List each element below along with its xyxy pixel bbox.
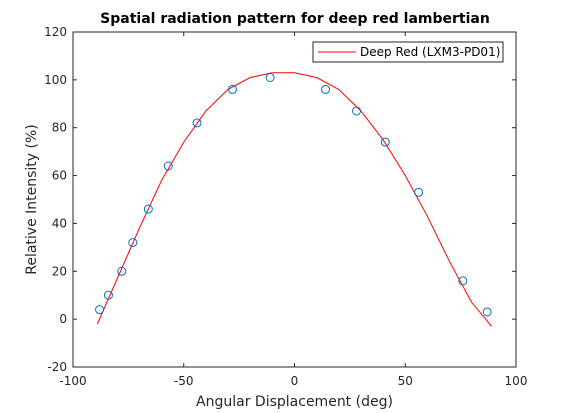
y-tick-label: 40 xyxy=(52,216,67,230)
y-tick-label: 0 xyxy=(59,312,67,326)
y-tick-label: -20 xyxy=(47,360,67,374)
data-point xyxy=(321,84,331,94)
legend-entry-deep-red: Deep Red (LXM3-PD01) xyxy=(360,45,500,59)
data-point xyxy=(265,72,275,82)
fit-line xyxy=(96,72,492,327)
data-point xyxy=(352,106,362,116)
x-tick-label: 0 xyxy=(291,374,299,388)
y-tick-label: 20 xyxy=(52,264,67,278)
data-point xyxy=(163,161,173,171)
x-tick-label: 100 xyxy=(505,374,528,388)
chart-title: Spatial radiation pattern for deep red l… xyxy=(100,11,490,27)
axis-ticks: -100 -50 0 50 100 -20 0 20 40 60 80 100 120 xyxy=(44,25,527,388)
y-tick-label: 60 xyxy=(52,169,67,183)
x-tick-label: -50 xyxy=(174,374,194,388)
data-point xyxy=(380,137,390,147)
data-point xyxy=(227,84,237,94)
data-point xyxy=(414,187,424,197)
x-tick-label: -100 xyxy=(59,374,86,388)
y-axis-label: Relative Intensity (%) xyxy=(24,124,40,275)
data-point xyxy=(192,118,202,128)
data-point xyxy=(128,238,138,248)
legend-box xyxy=(312,41,504,63)
data-point xyxy=(117,266,127,276)
x-axis-label: Angular Displacement (deg) xyxy=(196,394,393,410)
y-tick-label: 100 xyxy=(44,73,67,87)
data-point xyxy=(95,305,105,315)
x-tick-label: 50 xyxy=(398,374,413,388)
plot-area xyxy=(72,31,517,368)
y-tick-label: 80 xyxy=(52,121,67,135)
y-tick-label: 120 xyxy=(44,25,67,39)
data-point xyxy=(482,307,492,317)
data-point xyxy=(143,204,153,214)
data-point xyxy=(458,276,468,286)
data-point xyxy=(103,290,113,300)
legend: Deep Red (LXM3-PD01) xyxy=(312,41,504,63)
series-layer xyxy=(95,72,492,327)
